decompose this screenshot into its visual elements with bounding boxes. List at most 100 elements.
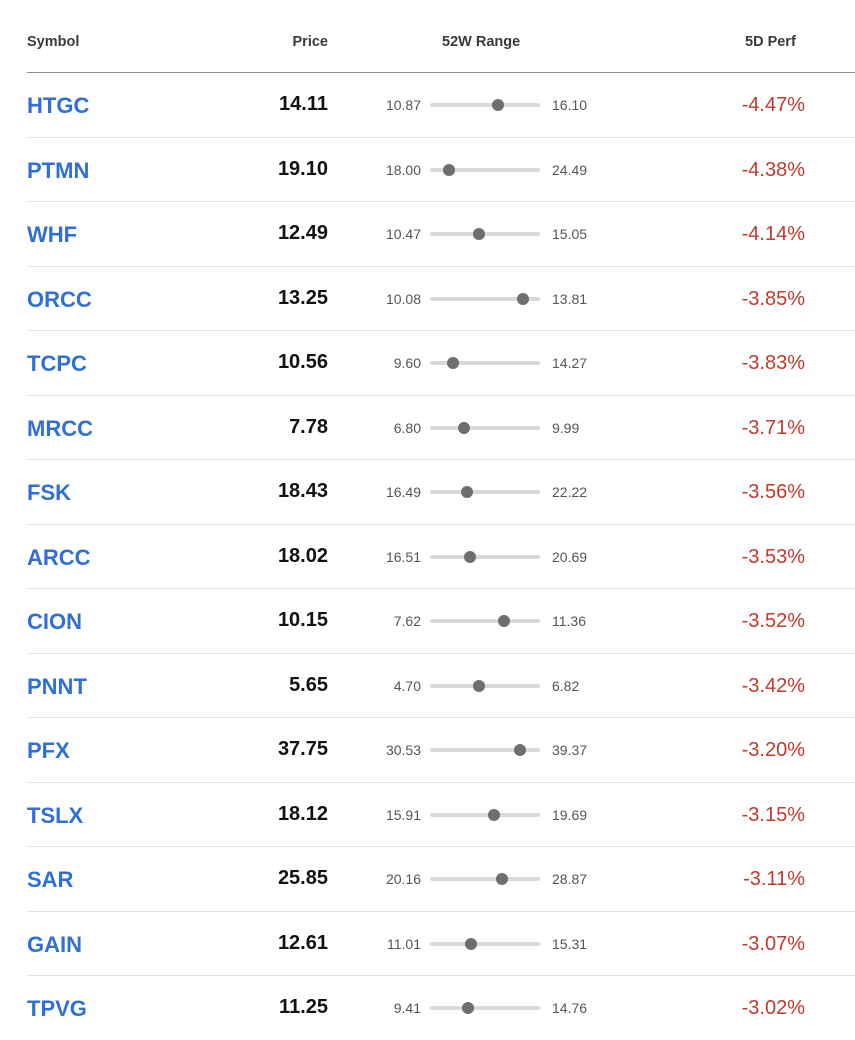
perf-value: -3.07% [741,932,805,955]
range-bar: 16.51 20.69 [357,525,617,588]
symbol-link[interactable]: HTGC [27,93,90,118]
table-row[interactable]: ORCC 13.25 10.08 13.81 -3.85% [27,267,855,331]
table-header: Symbol Price 52W Range 5D Perf [27,0,855,73]
perf-value: -4.47% [741,94,805,116]
table-row[interactable]: TPVG 11.25 9.41 14.76 -3.02% [27,976,855,1040]
table-row[interactable]: WHF 12.49 10.47 15.05 -4.14% [27,202,855,267]
stock-table: Symbol Price 52W Range 5D Perf HTGC 14.11… [27,0,855,1040]
perf-value: -3.42% [741,674,805,697]
perf-value: -3.02% [741,997,805,1019]
symbol-link[interactable]: MRCC [27,415,93,441]
perf-value: -3.56% [741,481,805,503]
symbol-link[interactable]: TPVG [27,996,87,1021]
table-row[interactable]: MRCC 7.78 6.80 9.99 -3.71% [27,396,855,460]
symbol-link[interactable]: CION [27,609,82,634]
range-bar: 16.49 22.22 [357,460,617,523]
column-header-price[interactable]: Price [292,34,328,50]
price-value: 12.61 [277,931,328,954]
range-bar: 11.01 15.31 [357,912,617,975]
perf-value: -4.38% [741,158,805,181]
price-value: 18.43 [277,480,328,502]
symbol-link[interactable]: PFX [27,738,70,763]
range-marker [472,228,485,240]
table-row[interactable]: CION 10.15 7.62 11.36 -3.52% [27,589,855,654]
perf-value: -3.20% [741,739,805,761]
range-high: 19.69 [552,806,588,823]
range-high: 28.87 [552,871,588,887]
range-bar: 4.70 6.82 [357,654,617,717]
range-marker [473,679,486,692]
table-row[interactable]: PTMN 19.10 18.00 24.49 -4.38% [27,138,855,202]
range-high: 24.49 [552,161,588,178]
range-bar: 30.53 39.37 [357,718,617,781]
range-low: 18.00 [385,161,421,178]
table-row[interactable]: HTGC 14.11 10.87 16.10 -4.47% [27,73,855,138]
symbol-link[interactable]: SAR [27,867,74,892]
column-header-symbol[interactable]: Symbol [27,34,80,50]
range-marker [498,615,511,627]
range-bar: 9.60 14.27 [357,331,617,394]
range-high: 15.31 [552,935,588,952]
range-marker [446,357,459,369]
perf-value: -3.83% [741,352,805,374]
perf-value: -3.85% [741,287,805,310]
price-value: 11.25 [279,996,328,1018]
table-row[interactable]: SAR 25.85 20.16 28.87 -3.11% [27,847,855,912]
range-marker [461,486,474,498]
price-value: 18.12 [277,802,328,825]
symbol-link[interactable]: FSK [27,480,71,505]
price-value: 14.11 [279,93,328,115]
range-track [430,421,540,434]
symbol-link[interactable]: ARCC [27,544,91,570]
range-track [430,99,540,111]
price-value: 25.85 [277,867,328,889]
range-high: 39.37 [552,742,588,758]
range-track [430,615,540,627]
price-value: 13.25 [277,286,328,309]
range-low: 9.41 [393,1000,421,1016]
table-row[interactable]: ARCC 18.02 16.51 20.69 -3.53% [27,525,855,589]
table-row[interactable]: PFX 37.75 30.53 39.37 -3.20% [27,718,855,783]
range-marker [464,937,477,950]
range-low: 10.08 [385,290,421,307]
range-bar: 15.91 19.69 [357,783,617,846]
range-high: 22.22 [552,484,588,500]
symbol-link[interactable]: TCPC [27,351,87,376]
price-value: 7.78 [289,415,328,438]
symbol-link[interactable]: WHF [27,222,78,247]
range-track [430,292,540,305]
table-row[interactable]: TSLX 18.12 15.91 19.69 -3.15% [27,783,855,847]
range-bar: 10.08 13.81 [357,267,617,330]
symbol-link[interactable]: TSLX [27,802,84,828]
range-track [430,873,540,885]
range-low: 16.49 [385,484,421,500]
range-track [430,744,540,756]
symbol-link[interactable]: GAIN [27,931,82,957]
price-value: 37.75 [277,738,328,760]
range-low: 10.87 [385,97,421,113]
perf-value: -3.11% [743,868,805,890]
range-track [430,228,540,240]
column-header-5d-perf[interactable]: 5D Perf [745,34,796,50]
symbol-link[interactable]: PNNT [27,673,87,699]
range-bar: 20.16 28.87 [357,847,617,910]
range-bar: 9.41 14.76 [357,976,617,1039]
range-low: 20.16 [385,871,421,887]
range-high: 6.82 [552,677,580,694]
range-marker [488,808,501,821]
table-row[interactable]: FSK 18.43 16.49 22.22 -3.56% [27,460,855,525]
symbol-link[interactable]: ORCC [27,286,92,312]
range-marker [495,873,508,885]
range-high: 16.10 [552,97,588,113]
range-high: 15.05 [552,226,588,242]
table-row[interactable]: PNNT 5.65 4.70 6.82 -3.42% [27,654,855,718]
range-bar: 18.00 24.49 [357,138,617,201]
range-low: 11.01 [387,935,421,952]
symbol-link[interactable]: PTMN [27,157,90,183]
range-low: 6.80 [393,419,421,436]
range-high: 14.76 [552,1000,588,1016]
table-row[interactable]: GAIN 12.61 11.01 15.31 -3.07% [27,912,855,976]
table-row[interactable]: TCPC 10.56 9.60 14.27 -3.83% [27,331,855,396]
range-track [430,486,540,498]
column-header-52w-range[interactable]: 52W Range [442,34,521,50]
